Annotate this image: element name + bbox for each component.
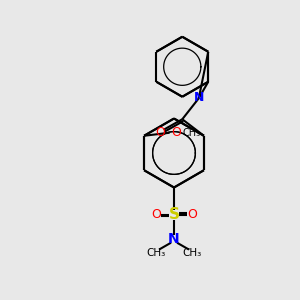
Text: S: S xyxy=(169,207,179,222)
Text: N: N xyxy=(168,232,180,246)
Text: N: N xyxy=(194,91,204,104)
Text: CH₃: CH₃ xyxy=(182,248,202,258)
Text: O: O xyxy=(187,208,197,221)
Text: O: O xyxy=(155,126,165,139)
Text: O: O xyxy=(151,208,161,221)
Text: CH₃: CH₃ xyxy=(146,248,166,258)
Text: O: O xyxy=(172,126,182,139)
Text: CH₃: CH₃ xyxy=(182,128,200,138)
